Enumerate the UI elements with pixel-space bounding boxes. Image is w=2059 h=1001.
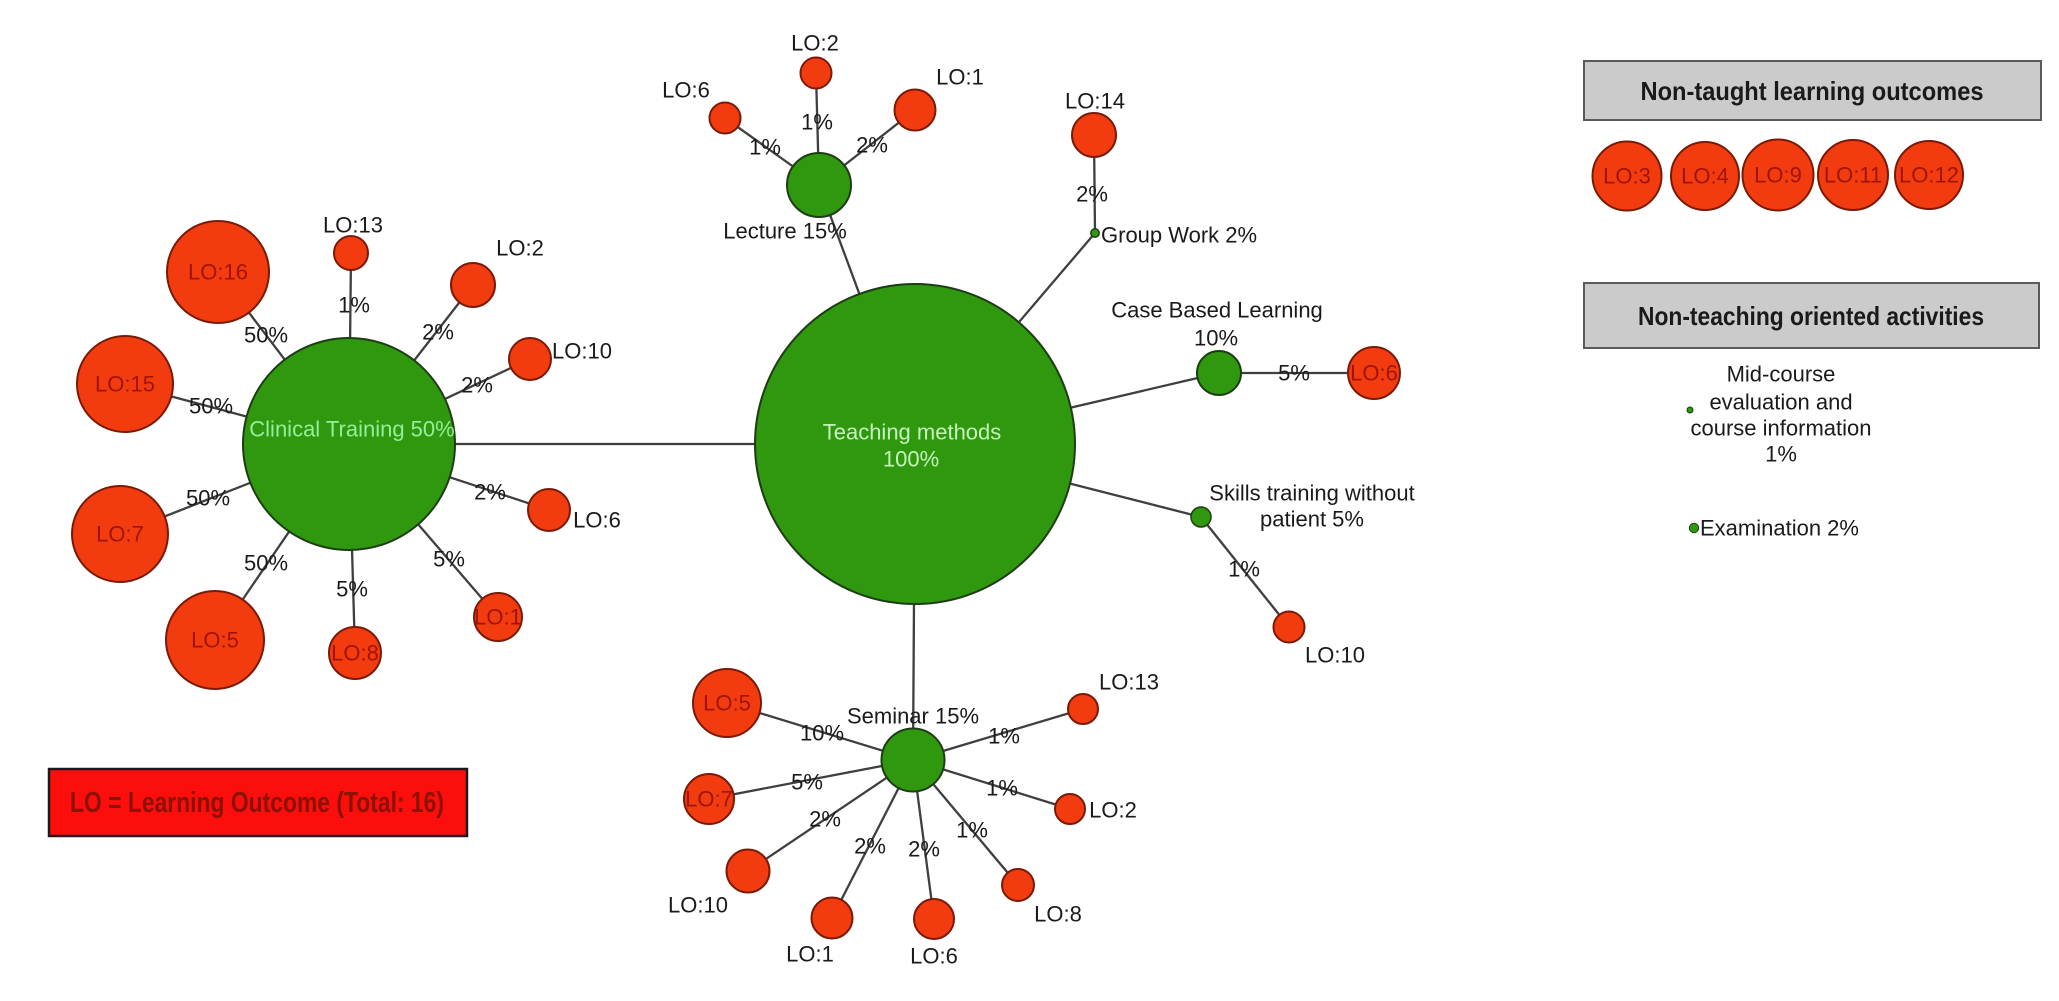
svg-text:Group Work 2%: Group Work 2% xyxy=(1101,223,1257,248)
svg-text:LO:6: LO:6 xyxy=(662,78,710,103)
svg-text:LO:12: LO:12 xyxy=(1899,163,1959,188)
svg-text:1%: 1% xyxy=(801,110,833,135)
svg-text:50%: 50% xyxy=(244,323,288,348)
svg-text:Non-teaching oriented activiti: Non-teaching oriented activities xyxy=(1638,301,1984,331)
svg-text:Non-taught learning outcomes: Non-taught learning outcomes xyxy=(1641,76,1984,106)
svg-text:2%: 2% xyxy=(1076,182,1108,207)
svg-text:1%: 1% xyxy=(749,135,781,160)
svg-text:LO:5: LO:5 xyxy=(703,691,751,716)
svg-text:LO:16: LO:16 xyxy=(188,260,248,285)
svg-text:LO:2: LO:2 xyxy=(1089,798,1137,823)
svg-text:Case Based Learning: Case Based Learning xyxy=(1111,298,1323,323)
svg-text:LO:14: LO:14 xyxy=(1065,89,1125,114)
svg-text:5%: 5% xyxy=(791,770,823,795)
svg-text:2%: 2% xyxy=(809,807,841,832)
svg-text:LO:8: LO:8 xyxy=(1034,902,1082,927)
svg-text:LO:10: LO:10 xyxy=(1305,643,1365,668)
svg-text:Teaching methods: Teaching methods xyxy=(823,420,1002,445)
svg-text:1%: 1% xyxy=(338,293,370,318)
svg-text:LO:7: LO:7 xyxy=(96,522,144,547)
svg-text:5%: 5% xyxy=(1278,361,1310,386)
svg-text:Skills training without: Skills training without xyxy=(1209,481,1414,506)
svg-text:100%: 100% xyxy=(883,447,939,472)
svg-text:2%: 2% xyxy=(908,837,940,862)
svg-text:5%: 5% xyxy=(336,577,368,602)
svg-text:LO:13: LO:13 xyxy=(1099,670,1159,695)
svg-text:2%: 2% xyxy=(474,480,506,505)
svg-text:LO:1: LO:1 xyxy=(474,605,522,630)
svg-text:5%: 5% xyxy=(433,547,465,572)
svg-text:LO:11: LO:11 xyxy=(1824,163,1882,188)
svg-text:50%: 50% xyxy=(189,394,233,419)
svg-text:10%: 10% xyxy=(800,721,844,746)
svg-text:LO:2: LO:2 xyxy=(496,236,544,261)
svg-text:LO:3: LO:3 xyxy=(1603,164,1651,189)
svg-text:LO:9: LO:9 xyxy=(1754,163,1802,188)
svg-text:LO:6: LO:6 xyxy=(910,944,958,969)
svg-text:50%: 50% xyxy=(186,486,230,511)
svg-text:1%: 1% xyxy=(1228,557,1260,582)
svg-text:LO:6: LO:6 xyxy=(1350,361,1398,386)
svg-text:evaluation and: evaluation and xyxy=(1709,390,1852,415)
svg-text:1%: 1% xyxy=(956,818,988,843)
svg-text:Seminar 15%: Seminar 15% xyxy=(847,704,979,729)
svg-text:LO:2: LO:2 xyxy=(791,31,839,56)
svg-text:LO:5: LO:5 xyxy=(191,628,239,653)
svg-text:50%: 50% xyxy=(244,551,288,576)
svg-text:LO:4: LO:4 xyxy=(1681,164,1729,189)
svg-text:LO:10: LO:10 xyxy=(668,893,728,918)
svg-text:Mid-course: Mid-course xyxy=(1727,362,1836,387)
svg-text:2%: 2% xyxy=(854,834,886,859)
svg-text:1%: 1% xyxy=(988,724,1020,749)
svg-text:1%: 1% xyxy=(986,776,1018,801)
svg-text:LO:7: LO:7 xyxy=(685,787,733,812)
svg-text:Examination 2%: Examination 2% xyxy=(1700,516,1859,541)
svg-text:1%: 1% xyxy=(1765,442,1797,467)
svg-text:2%: 2% xyxy=(422,320,454,345)
svg-text:2%: 2% xyxy=(856,133,888,158)
svg-text:LO:1: LO:1 xyxy=(786,942,834,967)
svg-text:Lecture 15%: Lecture 15% xyxy=(723,219,847,244)
svg-text:LO = Learning Outcome (Total:: LO = Learning Outcome (Total: 16) xyxy=(70,787,444,819)
svg-text:LO:10: LO:10 xyxy=(552,339,612,364)
svg-text:LO:13: LO:13 xyxy=(323,213,383,238)
svg-text:10%: 10% xyxy=(1194,326,1238,351)
svg-text:LO:8: LO:8 xyxy=(331,641,379,666)
svg-text:Clinical Training 50%: Clinical Training 50% xyxy=(249,417,454,442)
svg-text:patient 5%: patient 5% xyxy=(1260,507,1364,532)
svg-text:2%: 2% xyxy=(461,373,493,398)
svg-text:course information: course information xyxy=(1691,416,1872,441)
svg-text:LO:15: LO:15 xyxy=(95,372,155,397)
svg-text:LO:1: LO:1 xyxy=(936,65,984,90)
svg-text:LO:6: LO:6 xyxy=(573,508,621,533)
